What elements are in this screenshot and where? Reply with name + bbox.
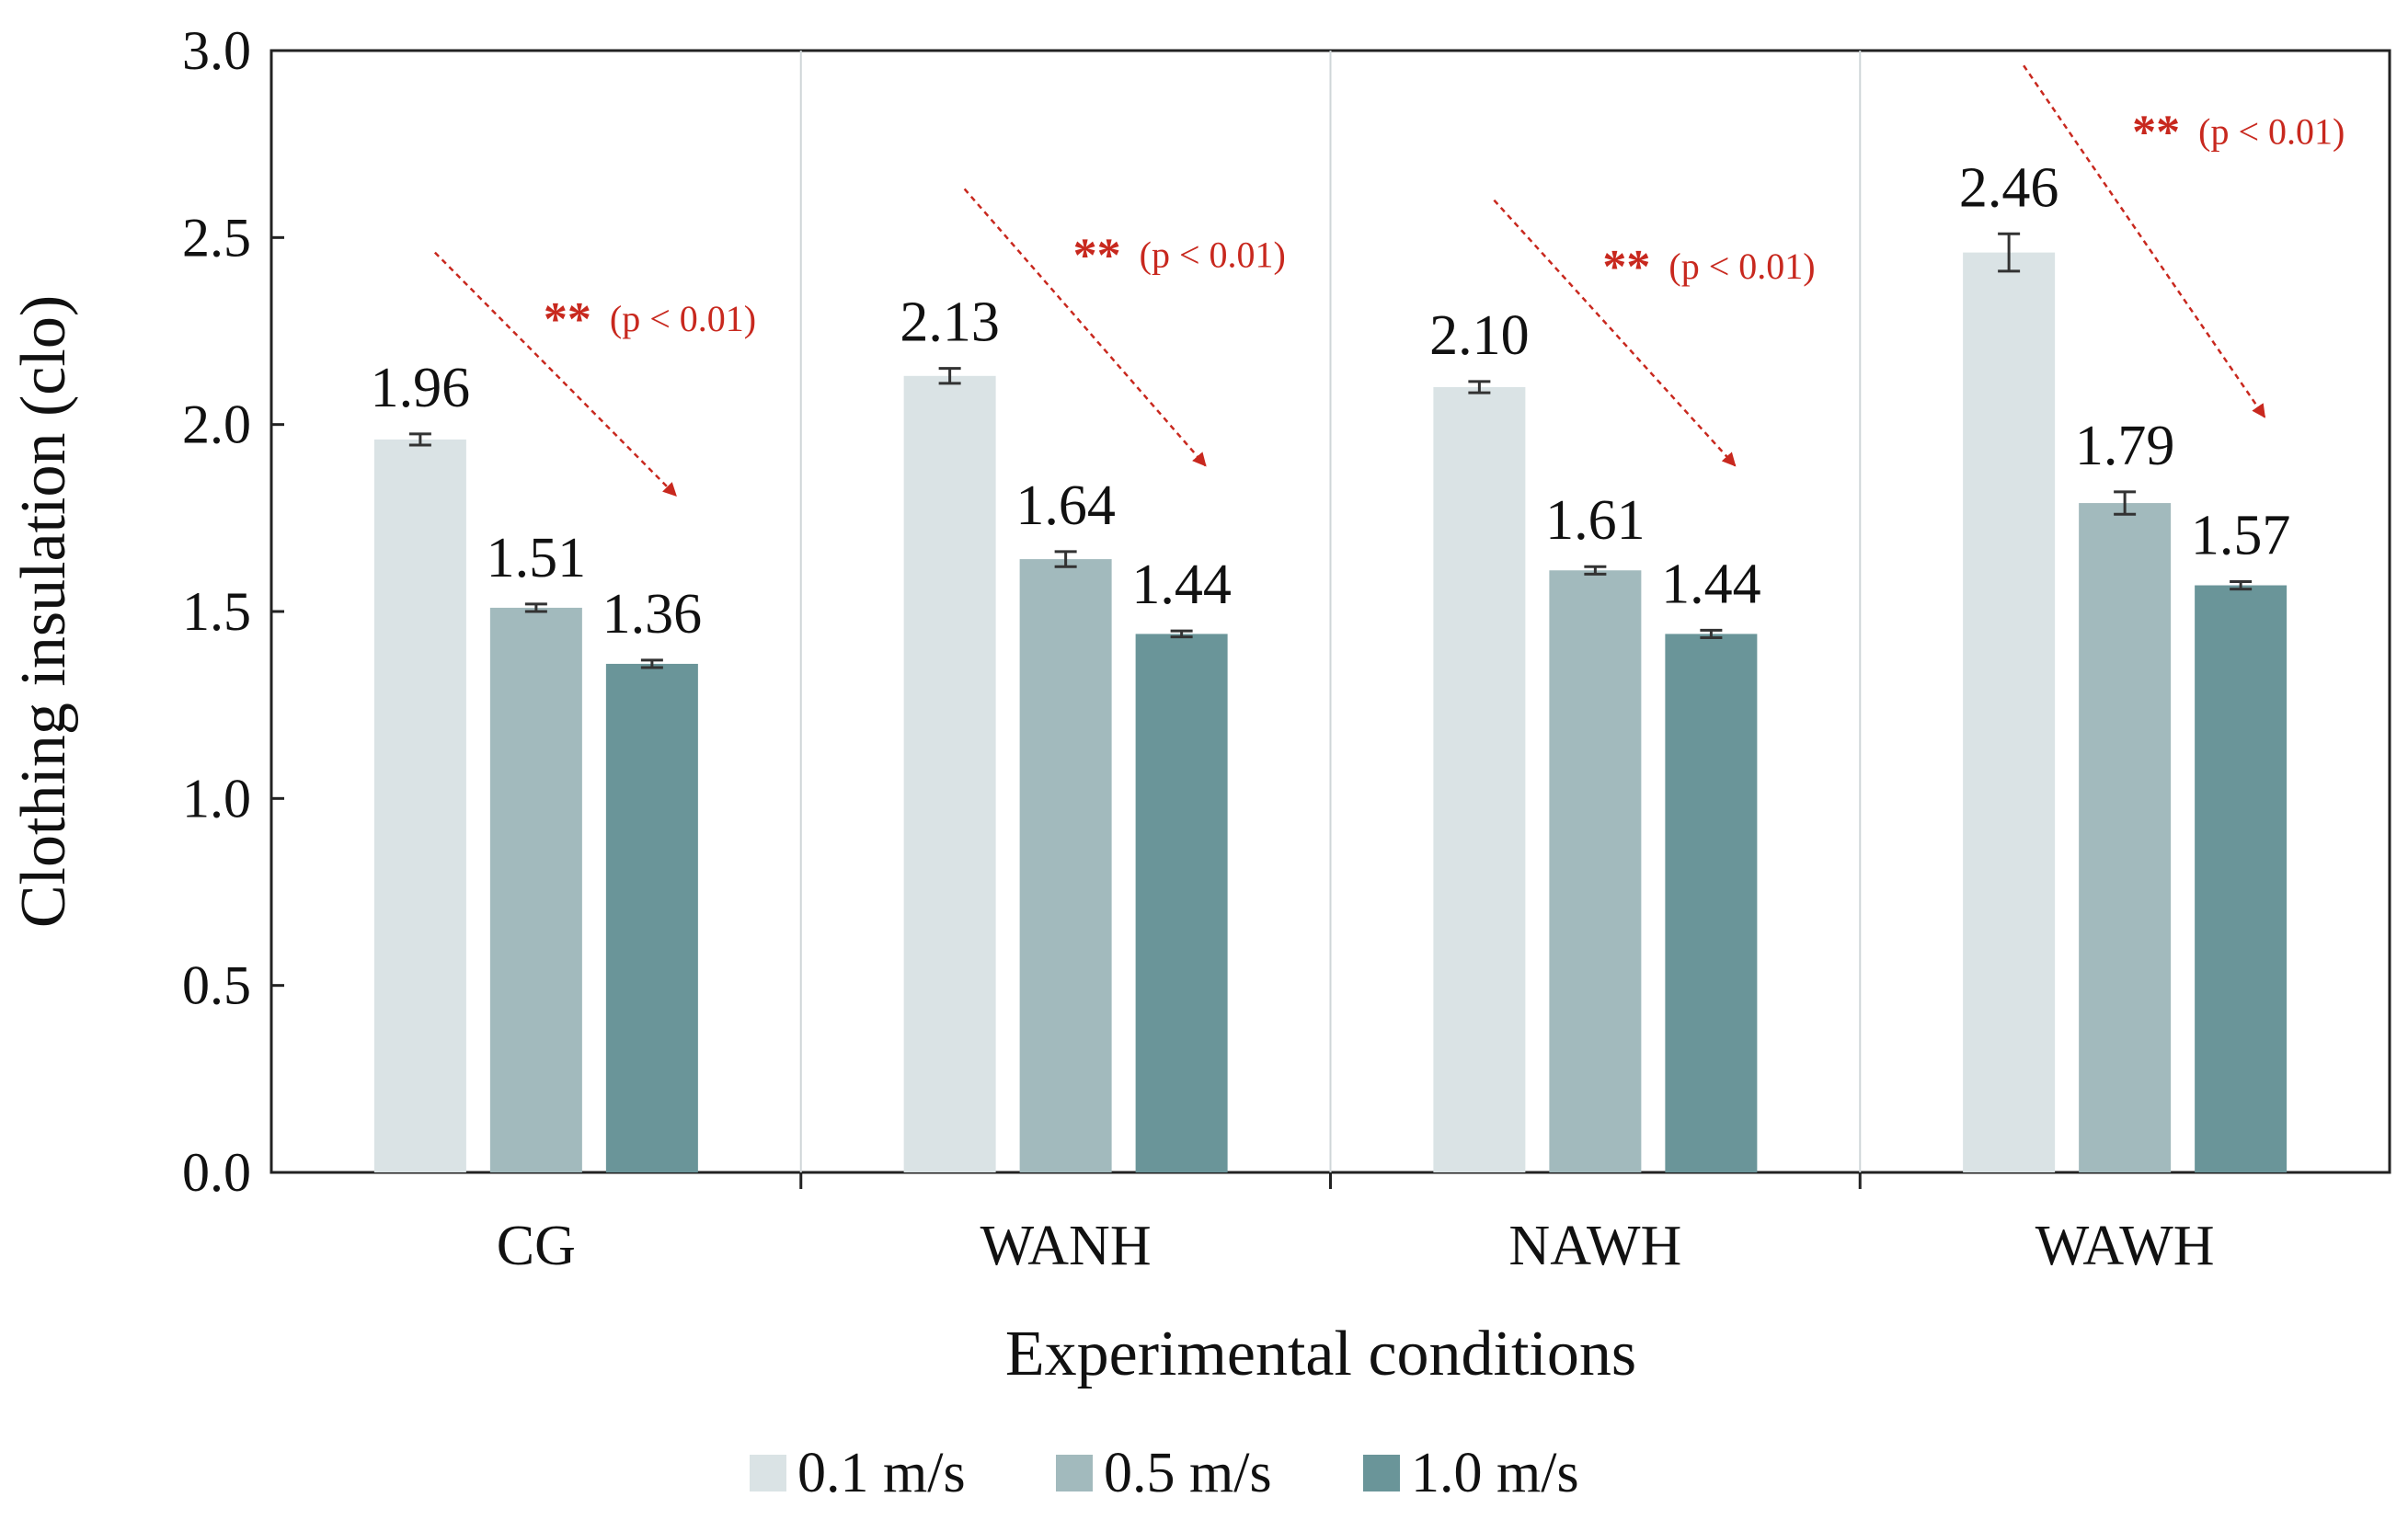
y-tick-label: 2.0 [182,394,251,455]
x-tick-label: NAWH [1508,1215,1681,1277]
y-tick-label: 2.5 [182,207,251,268]
bar [489,607,582,1172]
trend-arrow [1493,199,1737,467]
x-tick-label: CG [497,1215,576,1277]
legend-swatch [1056,1455,1093,1491]
trend-arrow [2023,64,2266,418]
data-label: 1.79 [2075,415,2175,477]
bar [373,439,466,1172]
significance-stars: ** [544,293,591,346]
significance-stars: ** [1602,241,1650,293]
data-label: 1.44 [1131,554,1232,616]
significance-p-value: (p < 0.01) [1668,246,1815,287]
y-tick-label: 1.0 [182,768,251,829]
y-tick-label: 3.0 [182,20,251,81]
bar [605,663,698,1172]
data-label: 1.96 [371,357,471,419]
y-tick-label: 1.5 [182,581,251,642]
significance-stars: ** [1073,230,1121,282]
y-tick-label: 0.0 [182,1142,251,1203]
data-label: 1.57 [2191,504,2291,566]
data-label: 1.44 [1661,553,1761,615]
bar [1433,387,1526,1172]
legend-label: 0.5 m/s [1104,1442,1272,1504]
trend-arrow [963,188,1207,467]
y-axis-title: Clothing insulation (clo) [8,295,79,928]
data-label: 1.51 [487,527,587,589]
legend-label: 1.0 m/s [1411,1442,1579,1504]
bar [1665,634,1758,1172]
bar [1549,570,1642,1172]
significance-p-value: (p < 0.01) [2198,110,2345,152]
legend-label: 0.1 m/s [797,1442,966,1504]
data-label: 2.10 [1429,304,1530,367]
y-tick-label: 0.5 [182,955,251,1016]
bar [2195,585,2288,1172]
bar [1019,559,1112,1172]
data-label: 1.36 [602,583,703,646]
x-tick-label: WAWH [2035,1215,2215,1277]
bar [903,375,996,1172]
legend-swatch [1363,1455,1400,1491]
data-label: 2.46 [1959,156,2059,219]
legend-swatch [750,1455,786,1491]
significance-p-value: (p < 0.01) [610,298,756,339]
significance-p-value: (p < 0.01) [1140,234,1286,276]
x-axis-title: Experimental conditions [1005,1319,1636,1389]
x-tick-label: WANH [980,1215,1152,1277]
data-label: 1.61 [1545,489,1645,552]
trend-arrow [433,251,677,497]
bar [1963,252,2056,1173]
data-label: 2.13 [900,291,1000,354]
significance-stars: ** [2132,106,2180,158]
bar [1135,634,1228,1172]
bar [2079,503,2172,1172]
legend: 0.1 m/s 0.5 m/s 1.0 m/s [750,1442,1579,1504]
data-label: 1.64 [1015,474,1116,537]
